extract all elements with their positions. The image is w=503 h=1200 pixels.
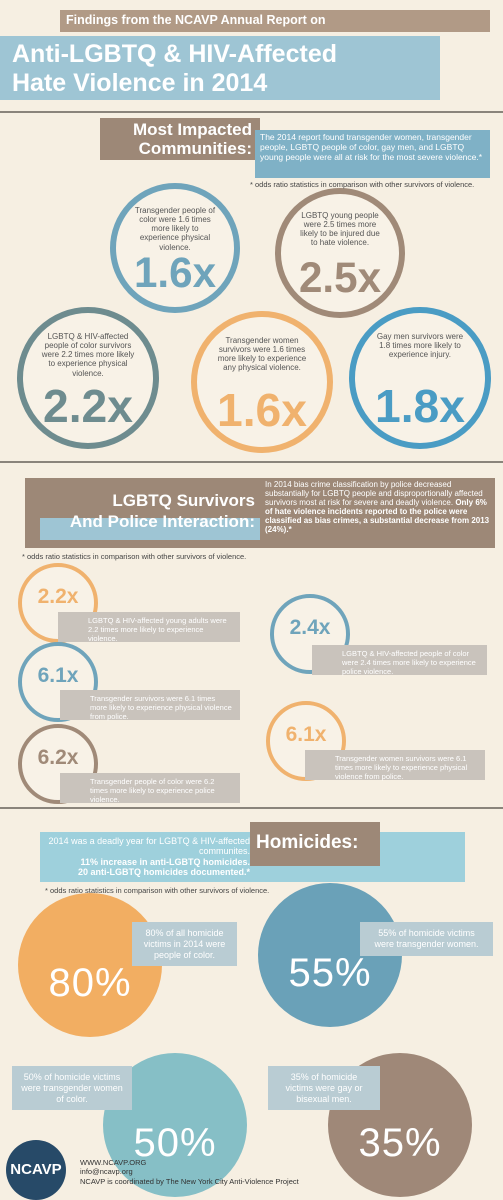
intro: In 2014 bias crime classification by pol… xyxy=(260,478,495,548)
footer-link[interactable]: info@ncavp.org xyxy=(80,1167,133,1177)
intro-text: 2014 was a deadly year for LGBTQ & HIV-a… xyxy=(48,836,250,857)
intro-bold: 20 anti-LGBTQ homicides documented.* xyxy=(77,867,250,878)
stat-text: LGBTQ & HIV-affected people of color sur… xyxy=(41,331,135,378)
heading-box xyxy=(100,118,260,160)
stat-value: 1.6x xyxy=(217,384,307,437)
section-heading: Most Impacted Communities: xyxy=(100,120,252,158)
stat-value: 2.2x xyxy=(43,380,133,433)
section-heading: Homicides: xyxy=(256,832,359,853)
stat-value: 55% xyxy=(288,951,372,995)
heading-accent xyxy=(40,518,260,540)
stat-box: Transgender people of color were 6.2 tim… xyxy=(60,773,240,804)
kicker: Findings from the NCAVP Annual Report on xyxy=(66,13,326,27)
stat-value: 6.2x xyxy=(37,746,79,769)
stat-value: 6.1x xyxy=(285,723,327,746)
note: * odds ratio statistics in comparison wi… xyxy=(22,552,247,561)
section-heading: LGBTQ Survivors And Police Interaction: xyxy=(30,490,255,532)
intro-text: In 2014 bias crime classification by pol… xyxy=(265,480,483,507)
stat-text: Gay men survivors were 1.8 times more li… xyxy=(376,331,464,360)
note: * odds ratio statistics in comparison wi… xyxy=(45,886,270,895)
stat-ring xyxy=(191,311,333,453)
stat-box: 50% of homicide victims were transgender… xyxy=(12,1066,132,1111)
heading-line: Communities: xyxy=(138,139,252,158)
stat-box: Transgender women survivors were 6.1 tim… xyxy=(305,750,485,781)
footer-text: WWW.NCAVP.ORG info@ncavp.org NCAVP is co… xyxy=(80,1158,299,1186)
stat-ring xyxy=(110,183,240,313)
stat-ring xyxy=(275,188,405,318)
intro: The 2014 report found transgender women,… xyxy=(255,130,490,178)
stat-text: Transgender women survivors were 1.6 tim… xyxy=(217,335,307,373)
stat-ring xyxy=(349,307,491,449)
stat-text: LGBTQ young people were 2.5 times more l… xyxy=(300,210,380,248)
heading-line: Most Impacted xyxy=(132,120,252,139)
kicker-bar xyxy=(60,10,490,32)
stat-disc xyxy=(18,893,162,1037)
stat-value: 2.4x xyxy=(289,616,331,639)
stat-value: 2.2x xyxy=(37,585,79,608)
stat-ring xyxy=(17,307,159,449)
stat-value: 6.1x xyxy=(37,664,79,687)
heading-box xyxy=(250,822,380,866)
intro: 2014 was a deadly year for LGBTQ & HIV-a… xyxy=(45,836,250,877)
title-box xyxy=(0,36,440,100)
stat-value: 35% xyxy=(358,1121,442,1165)
stat-box: 80% of all homicide victims in 2014 were… xyxy=(132,922,237,967)
footer-credit: NCAVP is coordinated by The New York Cit… xyxy=(80,1176,299,1186)
stat-value: 80% xyxy=(48,961,132,1005)
logo: NCAVP xyxy=(10,1161,62,1178)
logo-disc xyxy=(6,1140,66,1200)
stat-text: Transgender people of color were 1.6 tim… xyxy=(134,205,216,252)
heading-line: And Police Interaction: xyxy=(69,512,255,531)
note: * odds ratio statistics in comparison wi… xyxy=(250,180,475,189)
footer-link[interactable]: WWW.NCAVP.ORG xyxy=(80,1158,147,1167)
title-line: Anti-LGBTQ & HIV-Affected xyxy=(12,40,337,68)
stat-value: 1.6x xyxy=(133,249,217,297)
intro-bold: Only 6% of hate violence incidents repor… xyxy=(265,497,490,534)
stat-disc xyxy=(258,883,402,1027)
stat-box: Transgender survivors were 6.1 times mor… xyxy=(60,690,240,721)
stat-box: LGBTQ & HIV-affected people of color wer… xyxy=(312,645,487,676)
stat-disc xyxy=(103,1053,247,1197)
intro-bold: 11% increase in anti-LGBTQ homicides. xyxy=(80,856,250,867)
title: Anti-LGBTQ & HIV-Affected Hate Violence … xyxy=(12,40,337,98)
stat-value: 1.8x xyxy=(375,380,465,433)
stat-box: 55% of homicide victims were transgender… xyxy=(360,922,493,956)
stat-box: 35% of homicide victims were gay or bise… xyxy=(268,1066,380,1111)
stat-value: 2.5x xyxy=(298,254,382,302)
stat-value: 50% xyxy=(133,1121,217,1165)
heading-line: LGBTQ Survivors xyxy=(112,491,255,510)
stat-box: LGBTQ & HIV-affected young adults were 2… xyxy=(58,612,240,643)
title-line: Hate Violence in 2014 xyxy=(12,69,268,97)
